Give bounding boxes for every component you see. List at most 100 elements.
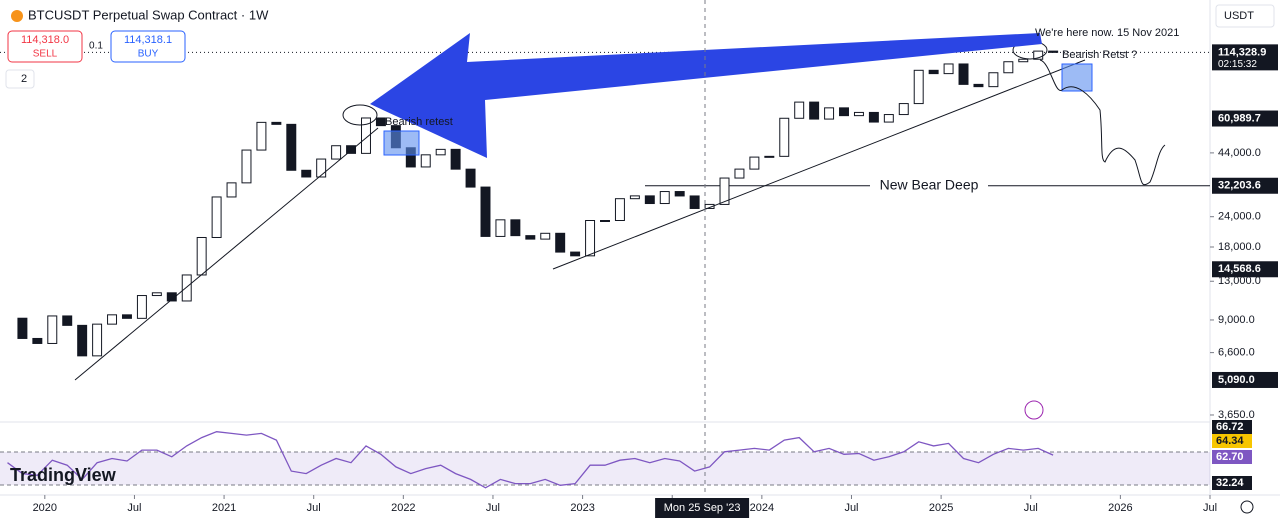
candle [435,148,446,156]
candle [286,123,297,171]
x-tick-label: 2020 [33,502,57,514]
x-tick-label: 2025 [929,502,953,514]
candle [1018,58,1029,63]
x-tick-label: 2026 [1108,502,1132,514]
rsi-label: 62.70 [1216,451,1244,463]
candle [346,145,357,154]
last-price-label: 114,328.9 [1218,46,1266,58]
x-tick-label: Jul [1024,502,1038,514]
x-tick-label: Jul [307,502,321,514]
candle [271,121,282,125]
sell-button[interactable] [7,30,83,63]
x-tick-label: Jul [127,502,141,514]
level-marker [1212,110,1278,127]
candle [121,314,132,319]
indicator-toggle[interactable] [5,69,35,89]
candle [794,101,805,119]
spread: 0.1 [89,41,103,52]
sell-label: SELL [33,49,58,60]
x-tick-label: 2022 [391,502,415,514]
rsi-label: 32.24 [1216,477,1244,489]
candle [525,235,536,240]
y-tick-label: 3,650.0 [1218,409,1255,421]
candle [17,317,28,339]
box [383,130,420,156]
y-tick-label: 6,600.0 [1218,347,1255,359]
candle [375,117,386,127]
candle [465,168,476,188]
marks [0,50,1210,489]
candle [32,337,43,344]
sell-price: 114,318.0 [21,34,69,46]
symbol[interactable]: BTCUSDT Perpetual Swap Contract · 1W [28,7,269,22]
crosshair-marker [655,498,750,518]
level-marker [1212,261,1278,278]
candle [256,121,267,151]
level-marker [1212,371,1278,388]
x-tick-label: 2023 [570,502,594,514]
currency: USDT [1224,10,1254,22]
candle [913,69,924,105]
candle [555,232,566,253]
indicator-count: 2 [21,73,27,85]
settings-icon[interactable] [1240,500,1254,514]
rsi-label: 64.34 [1216,435,1244,447]
candle [570,251,581,257]
rsi-marker [1212,476,1252,490]
level-label: 60,989.7 [1218,112,1261,124]
candle [809,101,820,120]
last-price-marker [1212,44,1278,71]
candle [62,315,73,326]
y-tick-label: 24,000.0 [1218,211,1261,223]
arrow [370,33,1042,158]
x-tick-label: 2021 [212,502,236,514]
candle [181,274,192,302]
candle [47,315,58,344]
candle [958,63,969,85]
annotation: We're here now. 15 Nov 2021 [1035,27,1179,39]
trendline [552,59,1086,270]
candle [480,186,491,237]
candle [883,114,894,123]
candle [779,117,790,157]
candle [331,145,342,160]
candle [226,182,237,198]
candle [689,195,700,209]
rsi-marker [1212,434,1252,448]
currency-button[interactable] [1215,4,1275,28]
box [1061,63,1093,92]
candle [988,72,999,88]
candle [196,236,207,276]
candle [92,323,103,357]
candle [629,195,640,200]
rsi-band [0,452,1210,485]
candle [510,219,521,237]
candle [749,156,760,170]
alert-icon[interactable] [1024,400,1044,420]
crosshair-label: Mon 25 Sep '23 [664,502,741,514]
rsi-label: 66.72 [1216,421,1244,433]
candle [241,149,252,184]
y-tick-label: 13,000.0 [1218,275,1261,287]
level-marker [1212,177,1278,194]
rsi-marker [1212,450,1252,464]
candle [151,292,162,297]
buy-button[interactable] [110,30,186,63]
level-label: 5,090.0 [1218,374,1255,386]
candle [839,107,849,117]
candle [1033,50,1044,60]
y-tick-label: 9,000.0 [1218,314,1255,326]
candle [674,191,685,197]
annotation: Bearish Retst ? [1062,49,1137,61]
candle [853,111,864,117]
candle [361,117,371,154]
candle [898,103,909,116]
candle [107,314,118,325]
buy-label: BUY [138,49,159,60]
candle [1003,61,1014,74]
countdown: 02:15:32 [1218,59,1257,70]
candle [166,292,177,302]
y-tick-label: 44,000.0 [1218,147,1261,159]
